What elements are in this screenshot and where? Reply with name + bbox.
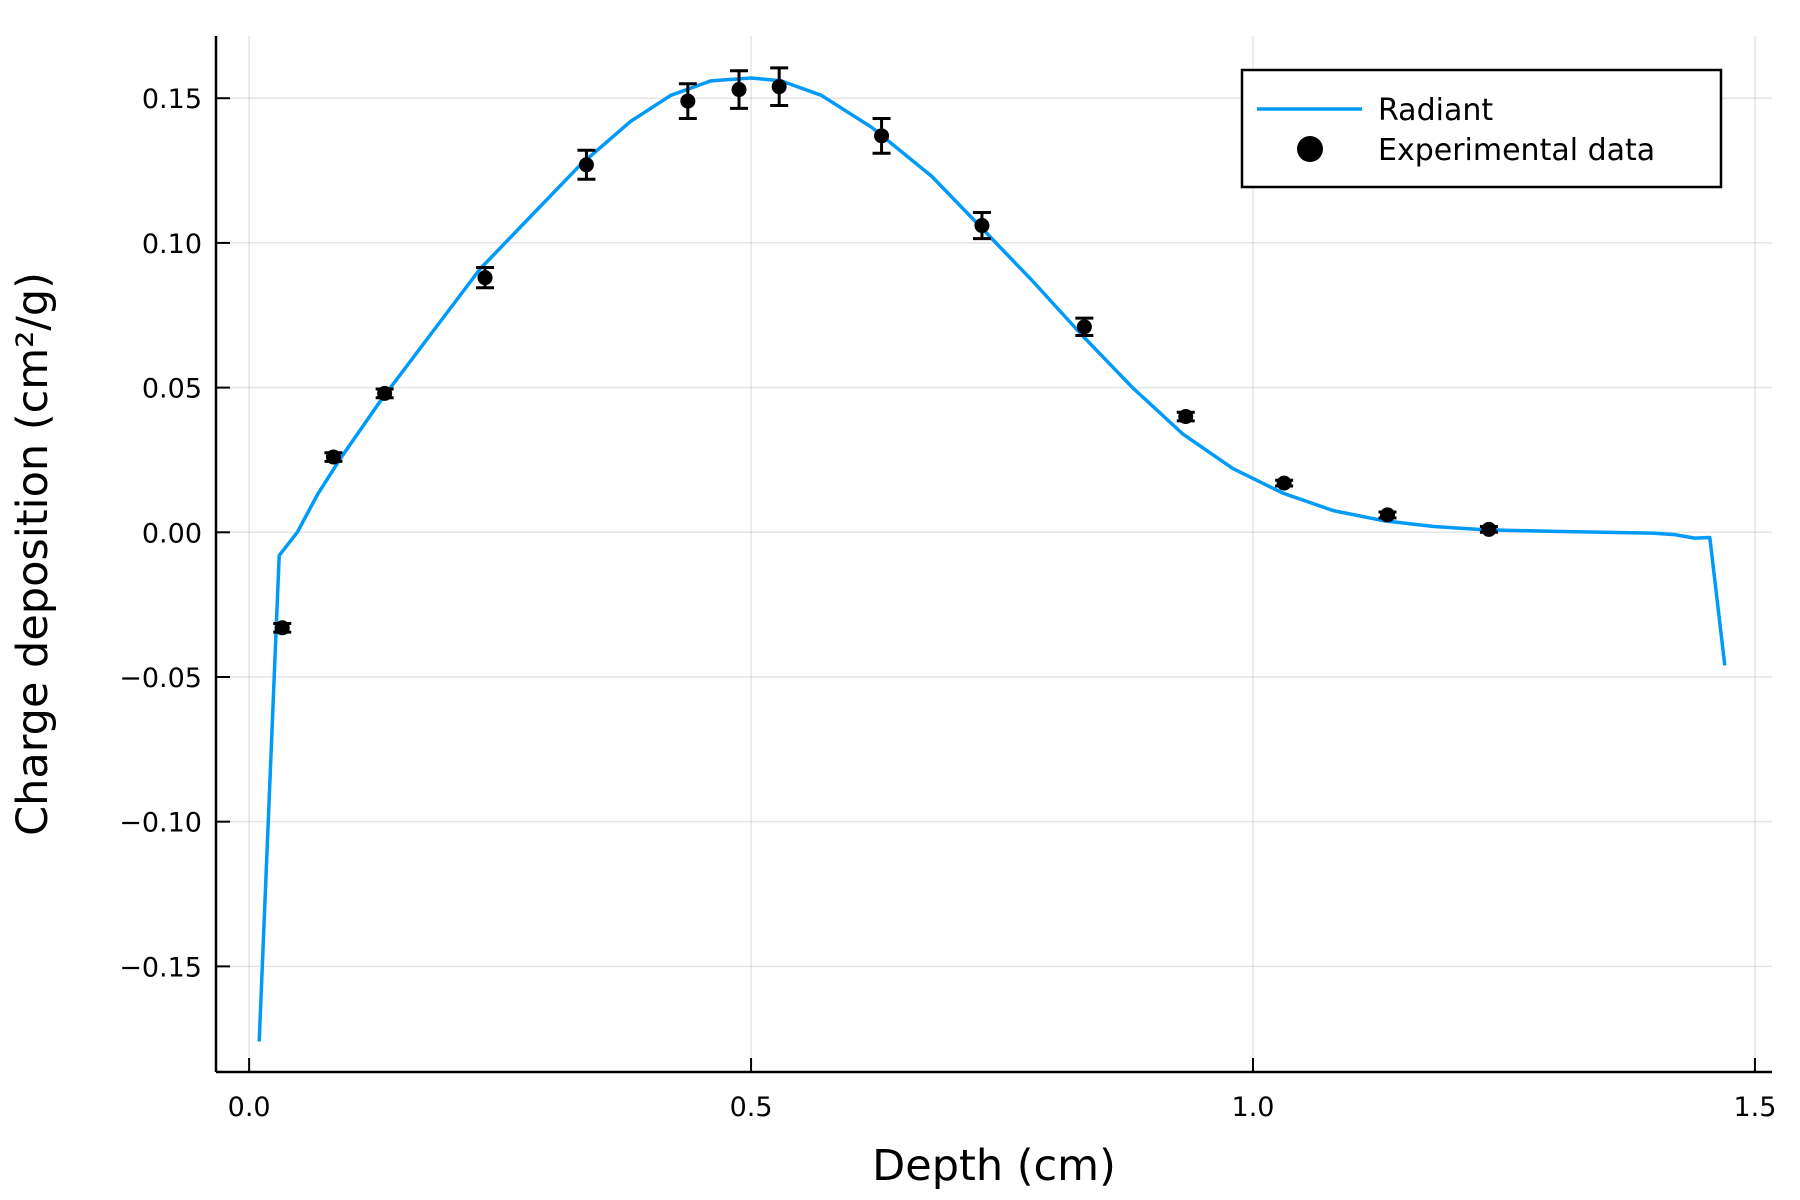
data-point — [972, 211, 991, 241]
data-point — [1479, 521, 1498, 537]
data-marker — [578, 157, 594, 173]
x-tick-label: 0.0 — [228, 1092, 271, 1123]
data-marker — [1481, 521, 1497, 537]
plot-area — [257, 66, 1727, 1042]
axes — [214, 36, 1772, 1074]
data-point — [872, 116, 891, 155]
y-tick-label: 0.10 — [142, 229, 202, 260]
x-tick-label: 1.0 — [1232, 1092, 1275, 1123]
legend-swatch-experimental — [1297, 136, 1323, 162]
data-point — [1176, 409, 1195, 425]
y-tick-label: −0.15 — [119, 952, 202, 983]
x-axis-label: Depth (cm) — [872, 1141, 1116, 1191]
data-marker — [874, 128, 890, 144]
legend-label-experimental: Experimental data — [1378, 133, 1655, 168]
x-tick-label: 0.5 — [730, 1092, 773, 1123]
data-marker — [377, 385, 393, 401]
y-tick-label: 0.00 — [142, 518, 202, 549]
y-tick-label: 0.05 — [142, 374, 202, 405]
data-point — [476, 266, 495, 290]
data-point — [577, 148, 596, 181]
data-marker — [1276, 475, 1292, 491]
data-marker — [771, 79, 787, 95]
series-line-radiant — [257, 76, 1727, 1042]
data-point — [324, 449, 343, 465]
data-marker — [325, 449, 341, 465]
data-marker — [1076, 319, 1092, 335]
data-point — [1275, 475, 1294, 491]
data-point — [273, 620, 292, 636]
y-tick-label: −0.05 — [119, 663, 202, 694]
data-marker — [1380, 507, 1396, 523]
y-axis-label: Charge deposition (cm²/g) — [8, 272, 58, 836]
data-point — [375, 385, 394, 401]
data-marker — [1178, 409, 1194, 425]
grid — [216, 36, 1772, 1072]
legend-box — [1240, 68, 1723, 189]
y-tick-label: 0.15 — [142, 84, 202, 115]
ticks: 0.0 0.5 1.0 1.5 −0.15 −0.10 −0.05 0.00 0.05 0.10 0… — [119, 84, 1776, 1123]
data-marker — [731, 82, 747, 98]
data-point — [678, 82, 697, 120]
data-point — [1378, 507, 1397, 523]
data-marker — [274, 620, 290, 636]
data-point — [730, 69, 749, 110]
legend-label-radiant: Radiant — [1378, 93, 1493, 128]
data-marker — [680, 93, 696, 109]
data-marker — [974, 218, 990, 234]
legend: Radiant Experimental data — [1240, 68, 1723, 189]
data-point — [770, 66, 789, 107]
data-marker — [477, 270, 493, 286]
data-point — [1075, 316, 1094, 338]
x-tick-label: 1.5 — [1733, 1092, 1776, 1123]
y-tick-label: −0.10 — [119, 808, 202, 839]
